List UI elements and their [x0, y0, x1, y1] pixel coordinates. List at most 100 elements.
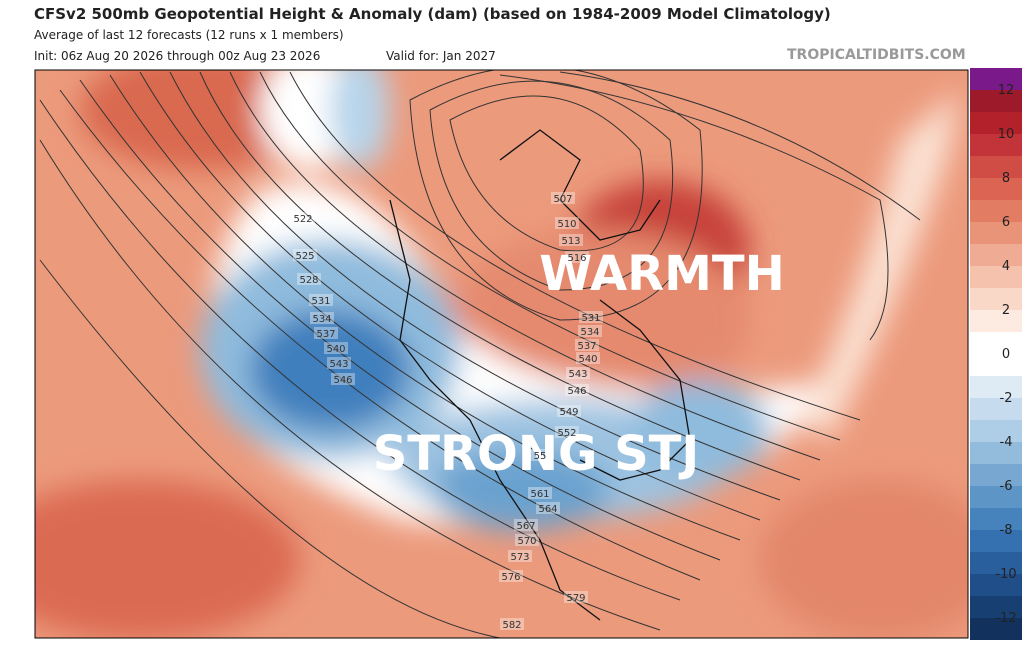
colorbar-label: 0: [1002, 347, 1010, 362]
contour-label: 55: [534, 451, 547, 462]
colorbar-swatch: [970, 530, 1022, 552]
watermark: TROPICALTIDBITS.COM: [787, 47, 966, 63]
contour-label-bg: [515, 534, 539, 546]
contour-label: 528: [299, 275, 318, 286]
colorbar-swatch: [970, 178, 1022, 200]
contour-label-bg: [564, 591, 588, 603]
contour-label: 537: [577, 341, 596, 352]
contour-label-bg: [575, 339, 599, 351]
colorbar-swatch: [970, 420, 1022, 442]
contour-label-bg: [499, 570, 523, 582]
colorbar-swatch: [970, 508, 1022, 530]
contour-label: 549: [559, 407, 578, 418]
colorbar-label: 12: [998, 83, 1015, 98]
contour-label: 534: [312, 314, 331, 325]
contour-label: 516: [567, 253, 586, 264]
colorbar-swatch: [970, 112, 1022, 134]
contour-label: 534: [580, 327, 599, 338]
map-frame: [34, 69, 969, 639]
contour-label: 543: [568, 369, 587, 380]
colorbar-swatch: [970, 332, 1022, 354]
contour-label-bg: [576, 352, 600, 364]
contour-label-bg: [500, 618, 524, 630]
contour-label: 531: [581, 313, 600, 324]
contour-label-bg: [508, 550, 532, 562]
colorbar-label: -6: [1000, 479, 1013, 494]
title: CFSv2 500mb Geopotential Height & Anomal…: [34, 5, 831, 23]
contour-label-bg: [314, 327, 338, 339]
colorbar-swatch: [970, 442, 1022, 464]
contour-label-bg: [291, 212, 315, 224]
contour-label-bg: [565, 251, 589, 263]
colorbar-swatch: [970, 156, 1022, 178]
colorbar-swatch: [970, 464, 1022, 486]
contour-label: 507: [553, 194, 572, 205]
contour-label: 567: [516, 521, 535, 532]
contour-label-bg: [327, 357, 351, 369]
init: Init: 06z Aug 20 2026 through 00z Aug 23…: [34, 49, 321, 63]
subtitle: Average of last 12 forecasts (12 runs x …: [34, 28, 344, 42]
contour-label-bg: [310, 312, 334, 324]
contour-label: 537: [316, 329, 335, 340]
colorbar-label: 6: [1002, 215, 1010, 230]
contour-label: 525: [295, 251, 314, 262]
colorbar-swatch: [970, 200, 1022, 222]
contour-label: 540: [326, 344, 345, 355]
contour-label-bg: [555, 217, 579, 229]
map-field: [35, 70, 968, 638]
contour-label: 546: [333, 375, 352, 386]
colorbar-swatch: [970, 134, 1022, 156]
annotation: STRONG STJ: [373, 426, 700, 482]
contour-label-bg: [514, 519, 538, 531]
contour-label: 564: [538, 504, 557, 515]
contour-label: 552: [557, 428, 576, 439]
contour-label: 582: [502, 620, 521, 631]
contour-label: 546: [567, 386, 586, 397]
colorbar-swatch: [970, 486, 1022, 508]
contour-label-bg: [331, 373, 355, 385]
colorbar-swatch: [970, 68, 1022, 90]
colorbar-label: 10: [998, 127, 1015, 142]
colorbar-swatch: [970, 618, 1022, 640]
contour-label-bg: [324, 342, 348, 354]
contour-label-bg: [297, 273, 321, 285]
colorbar-swatch: [970, 552, 1022, 574]
contour-label: 576: [501, 572, 520, 583]
contour-label: 573: [510, 552, 529, 563]
contour-label-bg: [555, 426, 579, 438]
colorbar-swatch: [970, 398, 1022, 420]
contour-label-bg: [528, 449, 552, 461]
colorbar-swatch: [970, 376, 1022, 398]
contour-label-bg: [579, 311, 603, 323]
colorbar-swatch: [970, 596, 1022, 618]
colorbar-swatch: [970, 354, 1022, 376]
colorbar-swatch: [970, 266, 1022, 288]
colorbar-label: 2: [1002, 303, 1010, 318]
contour-label: 510: [557, 219, 576, 230]
colorbar-swatch: [970, 222, 1022, 244]
contour-label: 570: [517, 536, 536, 547]
colorbar-swatch: [970, 244, 1022, 266]
contour-label-bg: [536, 502, 560, 514]
colorbar-label: 8: [1002, 171, 1010, 186]
contour-label-bg: [528, 487, 552, 499]
colorbar-label: -2: [1000, 391, 1013, 406]
contour-label-bg: [559, 234, 583, 246]
colorbar-swatch: [970, 310, 1022, 332]
contour-label-bg: [309, 294, 333, 306]
colorbar: 12 10 8 6 4 2 0 -2 -4 -6 -8 -10 -12: [970, 68, 1022, 640]
contour-label: 561: [530, 489, 549, 500]
colorbar-swatch: [970, 288, 1022, 310]
contour-label-bg: [565, 384, 589, 396]
contour-label-bg: [557, 405, 581, 417]
contour-label: 543: [329, 359, 348, 370]
colorbar-swatch: [970, 90, 1022, 112]
contour-label: 513: [561, 236, 580, 247]
contour-label: 522: [293, 214, 312, 225]
contour-label: 579: [566, 593, 585, 604]
contour-label: 540: [578, 354, 597, 365]
valid: Valid for: Jan 2027: [386, 49, 496, 63]
colorbar-label: -8: [1000, 523, 1013, 538]
